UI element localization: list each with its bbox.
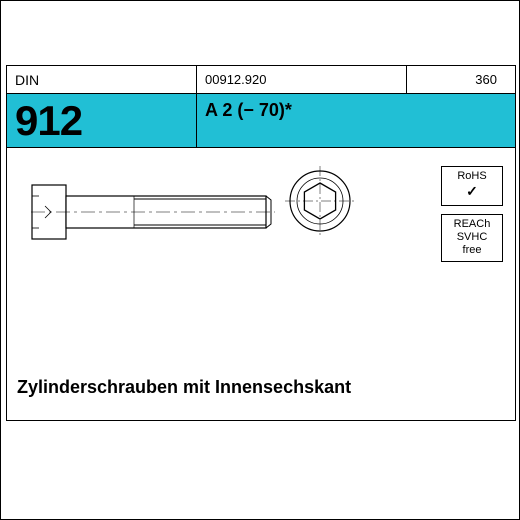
title-band: 912 A 2 (− 70)* (7, 94, 515, 148)
outer-frame: DIN 00912.920 360 912 A 2 (− 70)* (0, 0, 520, 520)
check-icon: ✓ (444, 183, 500, 200)
ref-number: 360 (407, 66, 515, 93)
din-number-cell: 912 (7, 94, 197, 147)
reach-line3: free (444, 244, 500, 257)
material-cell: A 2 (− 70)* (197, 94, 515, 147)
std-label: DIN (7, 66, 197, 93)
description: Zylinderschrauben mit Innensechskant (17, 377, 351, 398)
reach-line1: REACh (444, 218, 500, 231)
rohs-badge: RoHS ✓ (441, 166, 503, 206)
product-code: 00912.920 (197, 66, 407, 93)
diagram-zone: RoHS ✓ REACh SVHC free Zylinderschrauben… (7, 148, 515, 420)
header-row: DIN 00912.920 360 (7, 66, 515, 94)
reach-badge: REACh SVHC free (441, 214, 503, 262)
reach-line2: SVHC (444, 231, 500, 244)
din-number: 912 (15, 97, 82, 145)
content-area: DIN 00912.920 360 912 A 2 (− 70)* (6, 65, 516, 421)
screw-front-view (285, 166, 355, 236)
rohs-label: RoHS (444, 170, 500, 183)
material-spec: A 2 (− 70)* (205, 100, 292, 121)
screw-side-view (31, 176, 275, 248)
